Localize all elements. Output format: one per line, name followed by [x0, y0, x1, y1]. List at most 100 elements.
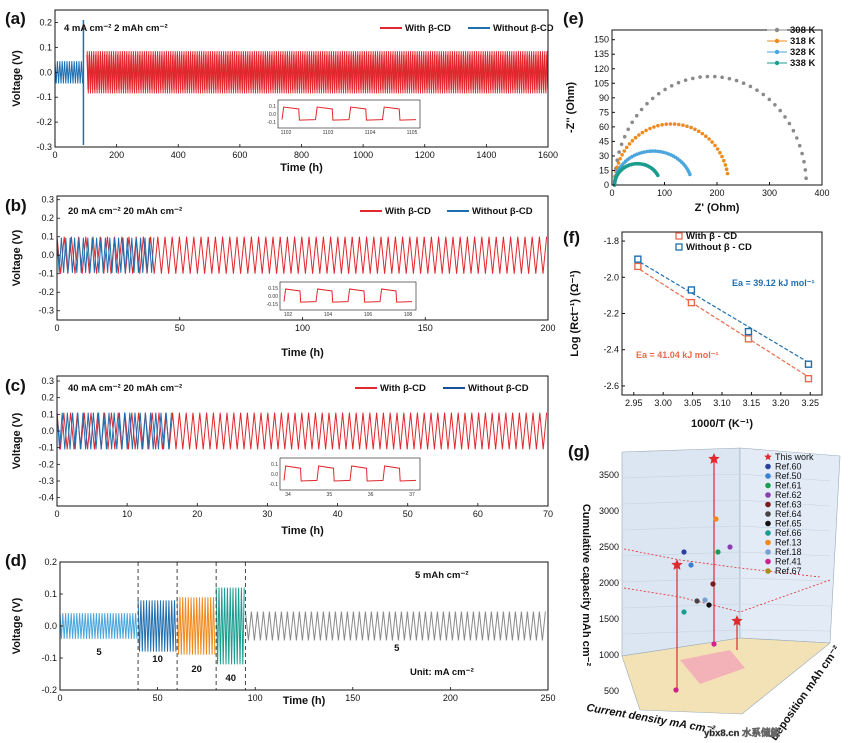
panel-d-ylabel: Voltage (V) — [11, 597, 23, 654]
panel-f-ytick-label: -2.2 — [603, 309, 619, 319]
panel-a-ylabel: Voltage (V) — [11, 50, 23, 107]
panel-b-inset-trace — [283, 288, 413, 303]
panel-a-xtick-label: 1000 — [353, 150, 373, 160]
panel-g-ref-point-2 — [715, 549, 721, 555]
panel-e-legend-marker-1 — [774, 38, 780, 44]
panel-b-xtick-label: 100 — [295, 323, 310, 333]
panel-e-point-0 — [787, 121, 792, 126]
panel-c-inset-xtick-label: 37 — [409, 492, 415, 498]
panel-e-point-0 — [761, 92, 766, 97]
panel-f-point-0 — [634, 262, 642, 271]
panel-c-xtick-label: 0 — [54, 509, 59, 519]
panel-a-xlabel: Time (h) — [280, 162, 323, 174]
panel-e-point-0 — [626, 127, 630, 132]
panel-e-point-1 — [725, 171, 730, 176]
panel-a-inset-trace — [281, 106, 417, 121]
panel-d-segment-1 — [137, 600, 177, 652]
panel-e-point-0 — [617, 150, 621, 154]
panel-g-legend-label-9: Ref.13 — [775, 538, 802, 548]
panel-c-xlabel: Time (h) — [281, 525, 324, 537]
panel-e-ytick-label: 75 — [599, 107, 609, 117]
panel-b-label: (b) — [5, 196, 27, 215]
panel-c-xtick-label: 40 — [333, 509, 343, 519]
panel-g-ref-point-8 — [713, 516, 719, 522]
panel-g-star-this-work — [708, 453, 720, 464]
panel-b-ylabel: Voltage (V) — [11, 229, 23, 286]
panel-e-point-0 — [734, 78, 739, 83]
panel-e-point-1 — [627, 142, 632, 146]
panel-g-legend-label-3: Ref.61 — [775, 481, 802, 491]
panel-e-point-2 — [656, 149, 660, 154]
panel-e-xtick-label: 300 — [762, 188, 777, 198]
panel-e-point-2 — [650, 149, 655, 153]
panel-g-legend-marker-4 — [765, 492, 771, 498]
panel-g-ref-point-7 — [681, 609, 687, 615]
panel-f-xtick-label: 3.00 — [654, 398, 672, 408]
panel-e-point-1 — [704, 134, 708, 138]
panel-f-ea-with: Ea = 41.04 kJ mol⁻¹ — [636, 350, 719, 360]
panel-g-ref-point-11 — [673, 687, 679, 693]
panel-e-point-0 — [634, 113, 639, 118]
panel-c-xtick-label: 10 — [122, 509, 132, 519]
panel-d-segment-4 — [244, 611, 546, 641]
panel-d-ytick-label: -0.2 — [41, 685, 57, 695]
panel-f-legend-marker-0 — [675, 232, 683, 240]
panel-c-xtick-label: 50 — [403, 509, 413, 519]
panel-f-xtick-label: 3.05 — [684, 398, 702, 408]
panel-d-xtick-label: 100 — [248, 693, 263, 703]
panel-e-point-1 — [707, 137, 711, 141]
panel-g-legend-label-10: Ref.18 — [775, 547, 802, 557]
panel-e-point-0 — [791, 128, 796, 133]
panel-e-point-1 — [723, 163, 728, 167]
panel-b-ytick-label: 0.2 — [41, 213, 54, 223]
panel-g-grid — [621, 603, 741, 609]
panel-g-legend-marker-8 — [765, 530, 771, 536]
panel-g-grid — [739, 629, 831, 632]
panel-c-inset-trace — [283, 465, 417, 482]
panel-e-ytick-label: 45 — [599, 136, 609, 146]
watermark: ybx8.cn 水系储能 — [704, 727, 781, 739]
panel-e-point-1 — [664, 122, 668, 126]
panel-e-point-1 — [648, 126, 652, 131]
panel-d-segment-label-2: 20 — [191, 664, 202, 675]
panel-b-xtick-label: 0 — [54, 323, 59, 333]
panel-e-point-0 — [691, 76, 695, 81]
panel-e-legend-label-1: 318 K — [790, 36, 815, 47]
panel-a-legend-with-label: With β-CD — [405, 23, 451, 34]
panel-e-point-0 — [748, 84, 753, 89]
panel-g-grid — [621, 473, 741, 479]
panel-b-series-without-bcd — [56, 237, 155, 273]
panel-e-point-0 — [639, 107, 644, 112]
panel-a-xtick-label: 0 — [52, 150, 57, 160]
panel-c-xtick-label: 30 — [262, 509, 272, 519]
panel-g-star-this-work — [731, 615, 743, 626]
panel-e-point-0 — [755, 88, 759, 92]
panel-c-ytick-label: 0.0 — [41, 426, 54, 436]
panel-c-ytick-label: 0.3 — [41, 376, 54, 386]
panel-f-fit-1 — [634, 258, 812, 365]
panel-a-inset-xtick-label: 1105 — [407, 130, 418, 136]
panel-b-inset-ytick-label: 0.00 — [268, 294, 278, 300]
panel-e-point-1 — [685, 124, 689, 129]
panel-g-legend-marker-12 — [765, 568, 771, 574]
panel-d-xtick-label: 50 — [153, 693, 163, 703]
panel-e-point-0 — [630, 120, 634, 125]
panel-g-legend-marker-10 — [765, 549, 771, 555]
panel-e-ytick-label: 30 — [599, 151, 609, 161]
panel-c-xtick-label: 20 — [192, 509, 202, 519]
panel-c-plot-frame — [56, 375, 549, 507]
panel-g-ref-point-9 — [702, 597, 708, 603]
panel-f-xtick-label: 3.20 — [772, 398, 790, 408]
panel-b-ytick-label: -0.1 — [38, 269, 54, 279]
panel-e-xtick-label: 400 — [814, 188, 829, 198]
panel-e-point-0 — [797, 143, 802, 148]
panel-d-annotation: 5 mAh cm⁻² — [415, 570, 469, 581]
panel-b-annotation: 20 mA cm⁻² 20 mAh cm⁻² — [68, 206, 182, 217]
panel-c-inset-xtick-label: 36 — [368, 492, 374, 498]
panel-g-legend-marker-2 — [765, 473, 771, 479]
panel-g-ref-point-4 — [710, 581, 716, 587]
panel-e-point-0 — [802, 159, 806, 164]
panel-f-point-1 — [804, 360, 813, 368]
panel-g-grid — [621, 577, 741, 583]
